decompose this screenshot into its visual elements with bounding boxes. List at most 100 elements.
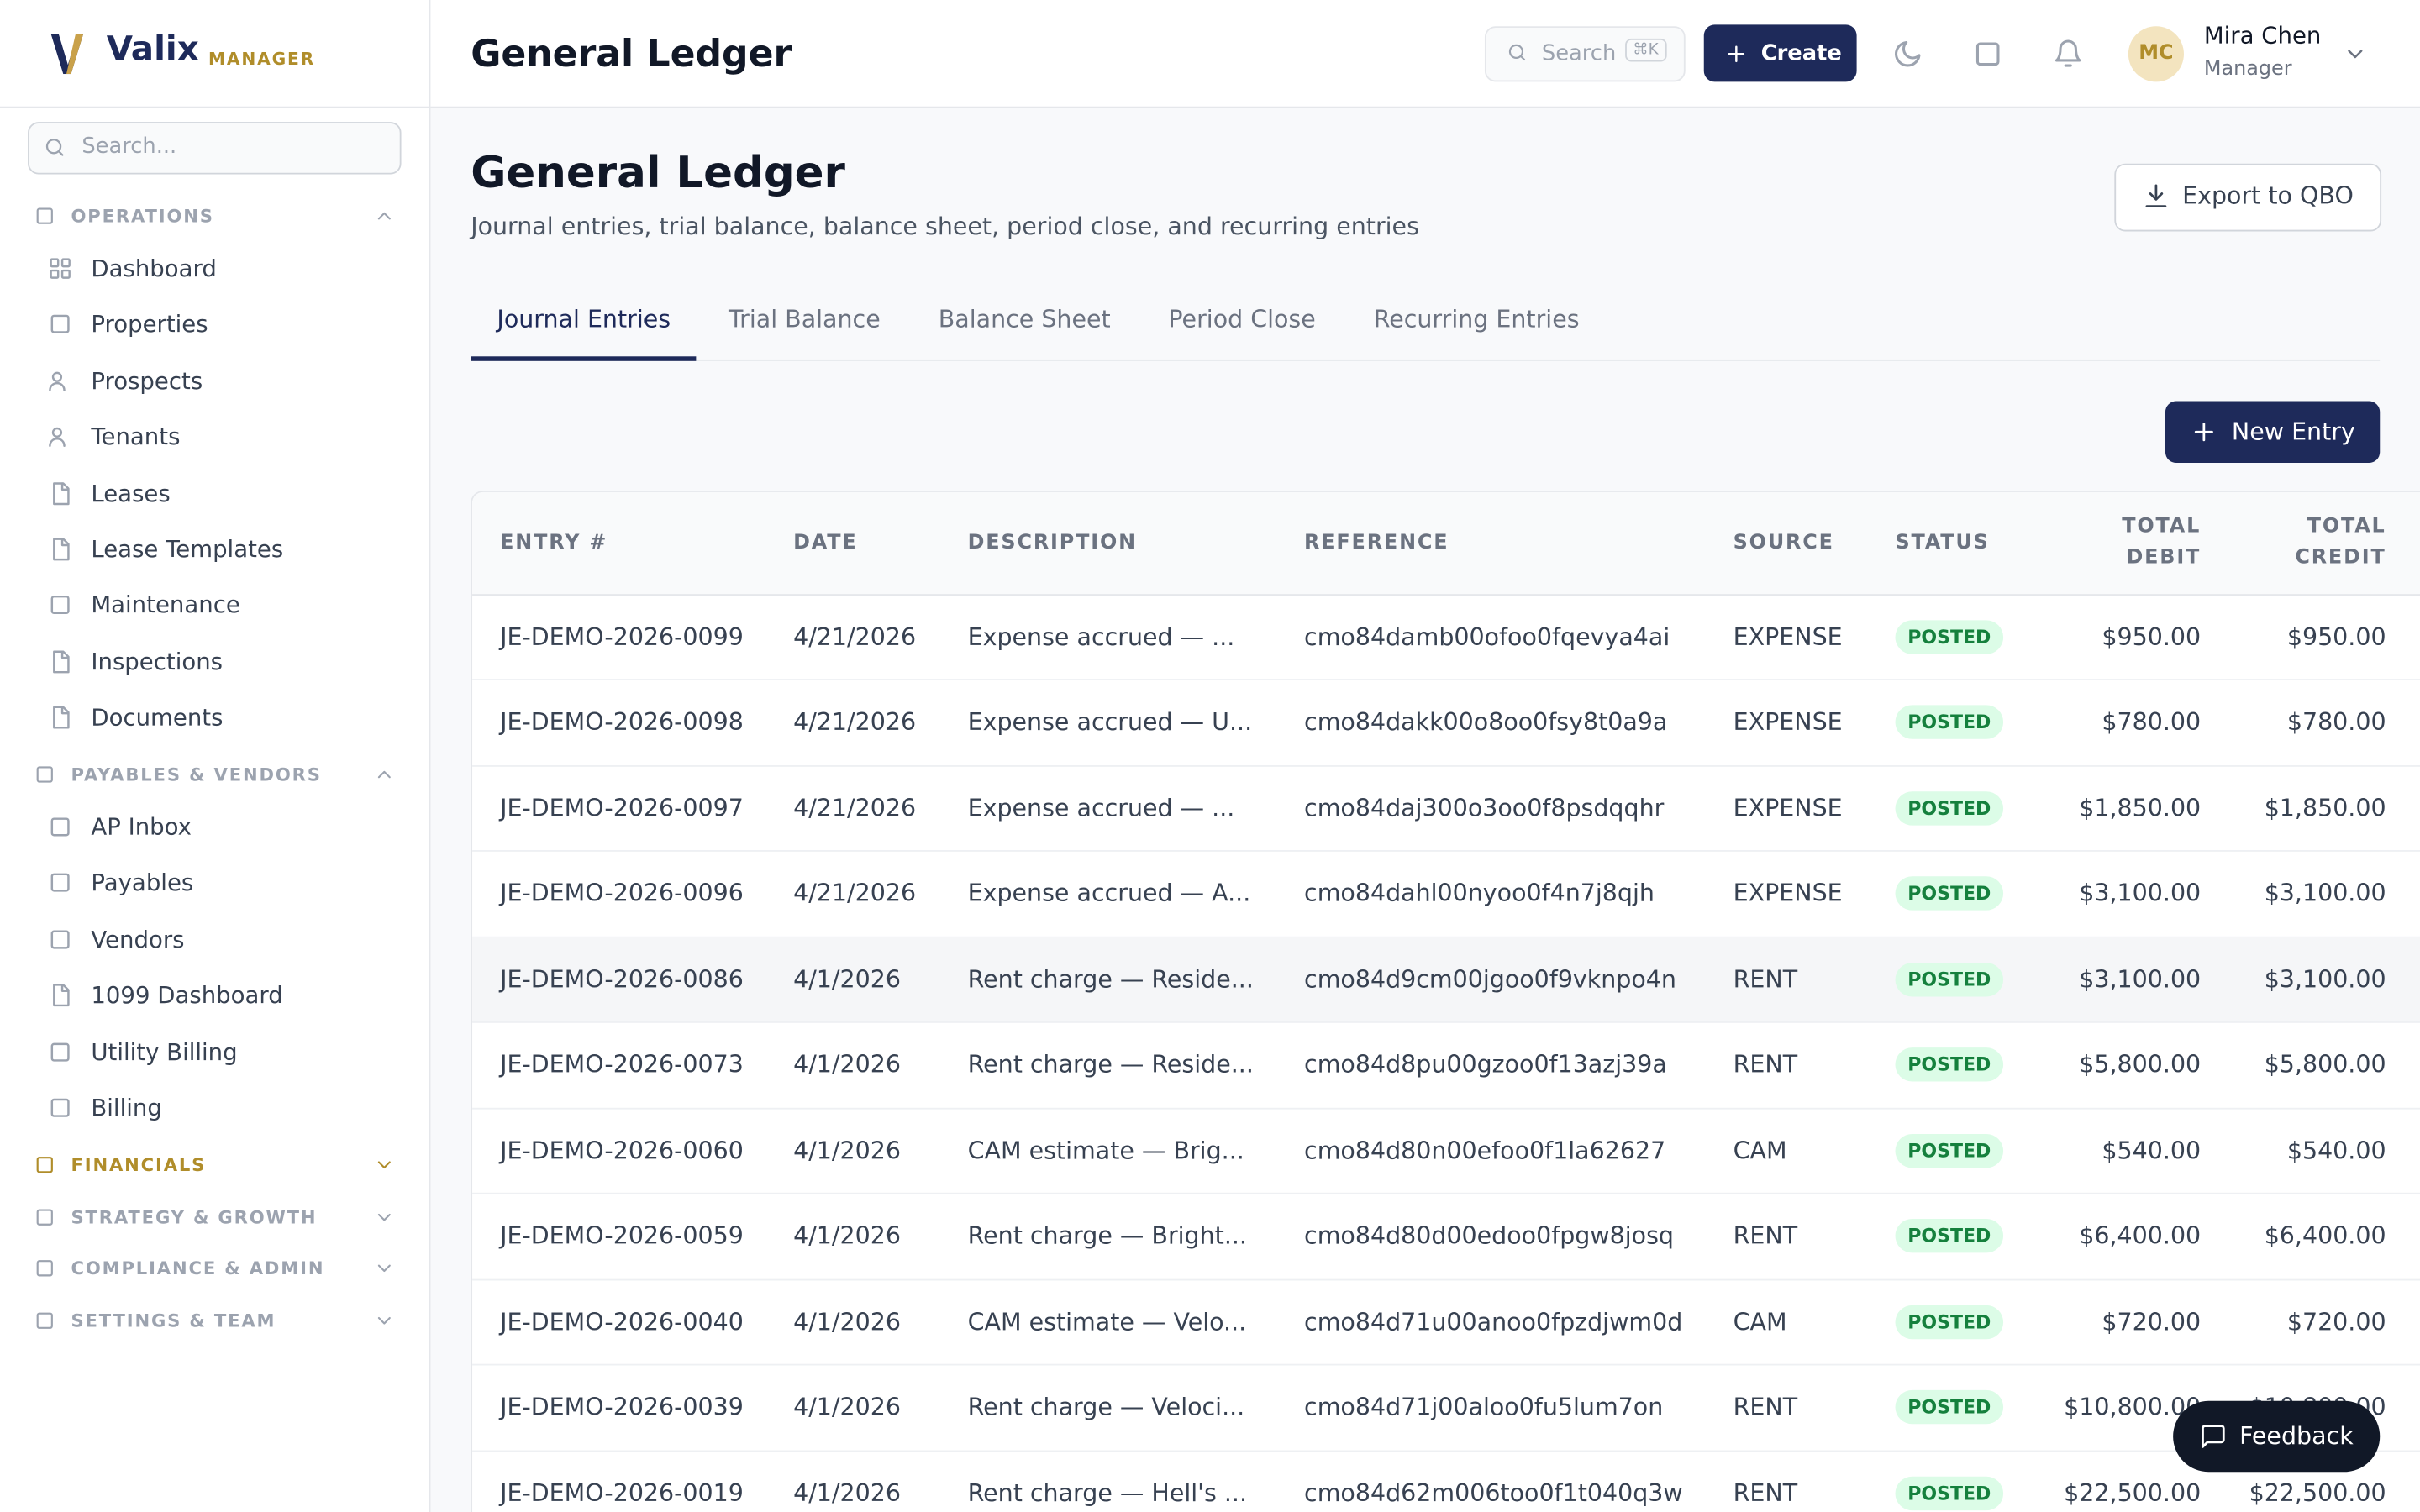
- tab[interactable]: Recurring Entries: [1373, 305, 1580, 333]
- icon: [1895, 40, 1921, 67]
- nav-section-title[interactable]: STRATEGY & GROWTH: [71, 1206, 318, 1229]
- cell: $6,400.00: [2079, 1221, 2202, 1250]
- cell: CAM: [1733, 1136, 1787, 1164]
- icon: [2054, 39, 2081, 67]
- sidebar-search-placeholder: Search...: [82, 134, 177, 160]
- nav-item[interactable]: Payables: [91, 869, 194, 897]
- cell: 4/1/2026: [793, 1136, 901, 1164]
- column-header[interactable]: REFERENCE: [1304, 531, 1449, 555]
- column-header[interactable]: DESCRIPTION: [967, 531, 1137, 555]
- status-badge: POSTED: [1895, 876, 2004, 911]
- cell: CAM estimate — Brig...: [967, 1136, 1244, 1164]
- tab[interactable]: Trial Balance: [728, 305, 881, 333]
- column-header[interactable]: TOTAL DEBIT: [2122, 515, 2202, 570]
- cell: $540.00: [2102, 1136, 2202, 1164]
- brand-tag: MANAGER: [208, 49, 316, 70]
- cell: cmo84d8pu00gzoo0f13azj39a: [1304, 1050, 1667, 1079]
- tab[interactable]: Period Close: [1168, 305, 1316, 333]
- nav-section-title[interactable]: OPERATIONS: [71, 205, 214, 228]
- sidebar-header: [0, 0, 429, 108]
- cell: 4/21/2026: [793, 794, 917, 822]
- nav-item[interactable]: Leases: [91, 480, 171, 508]
- nav-item[interactable]: Utility Billing: [91, 1038, 238, 1067]
- nav-item[interactable]: Lease Templates: [91, 535, 284, 564]
- cell: $6,400.00: [2264, 1221, 2386, 1250]
- create-label: Create: [1760, 41, 1842, 66]
- nav-item[interactable]: Inspections: [91, 648, 224, 676]
- tab[interactable]: Journal Entries: [497, 305, 671, 333]
- new-entry-label: New Entry: [2231, 417, 2355, 446]
- status-badge: POSTED: [1895, 790, 2004, 825]
- icon: [45, 139, 64, 156]
- nav-item[interactable]: 1099 Dashboard: [91, 981, 283, 1010]
- nav-item[interactable]: Billing: [91, 1094, 162, 1122]
- nav-item[interactable]: AP Inbox: [91, 812, 192, 842]
- nav-section-title[interactable]: FINANCIALS: [71, 1153, 207, 1176]
- table-row[interactable]: [472, 1108, 2420, 1194]
- icon: [36, 1157, 53, 1173]
- nav-item[interactable]: Tenants: [91, 423, 181, 451]
- cell: $3,100.00: [2264, 964, 2386, 993]
- table-row[interactable]: [472, 851, 2420, 937]
- nav-item[interactable]: Dashboard: [91, 255, 217, 283]
- cell: JE-DEMO-2026-0019: [500, 1478, 744, 1507]
- export-label: Export to QBO: [2182, 181, 2354, 210]
- cell: Expense accrued — A...: [967, 879, 1251, 908]
- table-row[interactable]: [472, 1194, 2420, 1280]
- cell: 4/1/2026: [793, 964, 901, 993]
- user-name: Mira Chen: [2203, 21, 2322, 50]
- column-header[interactable]: SOURCE: [1733, 531, 1834, 555]
- cell: 4/21/2026: [793, 708, 917, 737]
- cell: $5,800.00: [2264, 1050, 2386, 1079]
- icon: [50, 595, 70, 615]
- table-row[interactable]: [472, 936, 2420, 1023]
- export-button[interactable]: [2114, 163, 2382, 232]
- global-search[interactable]: [1484, 26, 1686, 82]
- icon: [36, 1312, 53, 1329]
- table-row[interactable]: [472, 1365, 2420, 1452]
- nav-item[interactable]: Vendors: [91, 926, 185, 954]
- icon: [377, 212, 391, 220]
- cell: $22,500.00: [2249, 1478, 2386, 1507]
- table-row[interactable]: [472, 1279, 2420, 1366]
- cell: 4/1/2026: [793, 1393, 901, 1421]
- icon: [377, 1213, 391, 1221]
- tab-active-indicator: [471, 356, 697, 361]
- icon: [36, 207, 53, 224]
- cell: $1,850.00: [2079, 794, 2202, 822]
- cell: Expense accrued — U...: [967, 708, 1253, 737]
- cell: 4/21/2026: [793, 879, 917, 908]
- table-row[interactable]: [472, 765, 2420, 852]
- table-row[interactable]: [472, 594, 2420, 681]
- nav-section-title[interactable]: SETTINGS & TEAM: [71, 1310, 276, 1332]
- column-header[interactable]: ENTRY #: [500, 531, 608, 555]
- nav-item[interactable]: Properties: [91, 310, 208, 339]
- column-header[interactable]: STATUS: [1895, 531, 1990, 555]
- sidebar-search[interactable]: [28, 122, 402, 175]
- cell: JE-DEMO-2026-0040: [500, 1307, 744, 1336]
- cell: RENT: [1733, 1050, 1798, 1079]
- table-row[interactable]: [472, 680, 2420, 766]
- nav-item[interactable]: Documents: [91, 703, 224, 732]
- feedback-button[interactable]: [2173, 1400, 2381, 1473]
- cell: $3,100.00: [2079, 964, 2202, 993]
- nav-section-title[interactable]: COMPLIANCE & ADMIN: [71, 1257, 325, 1279]
- column-header[interactable]: TOTAL CREDIT: [2295, 515, 2386, 570]
- cell: $3,100.00: [2264, 879, 2386, 908]
- icon: [50, 873, 70, 892]
- nav-section-title[interactable]: PAYABLES & VENDORS: [71, 764, 322, 785]
- topbar: [430, 0, 2420, 108]
- avatar[interactable]: MC: [2128, 26, 2184, 82]
- cell: cmo84dahl00nyoo0f4n7j8qjh: [1304, 879, 1655, 908]
- cell: EXPENSE: [1733, 794, 1843, 822]
- nav-item[interactable]: Prospects: [91, 367, 203, 396]
- icon: [377, 1161, 391, 1169]
- cell: 4/1/2026: [793, 1221, 901, 1250]
- nav-item[interactable]: Maintenance: [91, 591, 240, 619]
- user-role: Manager: [2203, 57, 2292, 81]
- cell: JE-DEMO-2026-0099: [500, 622, 744, 651]
- table-row[interactable]: [472, 1022, 2420, 1109]
- column-header[interactable]: DATE: [793, 531, 858, 555]
- tab[interactable]: Balance Sheet: [938, 305, 1111, 333]
- topbar-title: General Ledger: [471, 32, 792, 76]
